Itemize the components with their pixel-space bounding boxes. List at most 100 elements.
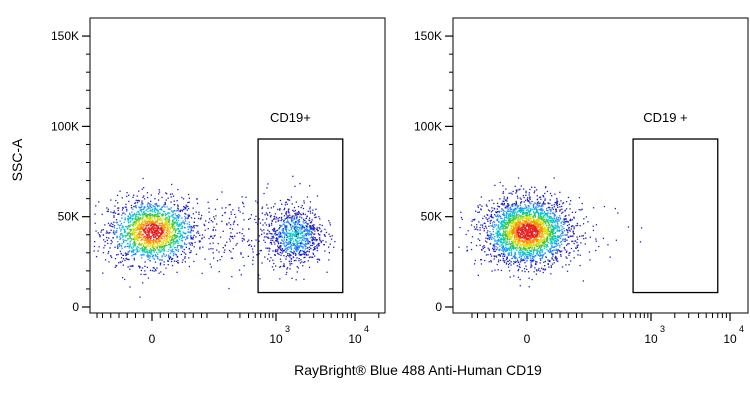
event-dot	[539, 270, 541, 272]
event-dot	[149, 219, 151, 221]
event-dot	[197, 232, 200, 234]
event-dot	[167, 238, 169, 240]
event-dot	[519, 209, 522, 211]
event-dot	[139, 267, 141, 269]
event-dot	[302, 245, 304, 248]
event-dot	[151, 208, 154, 210]
event-dot	[292, 175, 294, 177]
event-dot	[124, 217, 126, 219]
event-dot	[306, 233, 308, 235]
event-dot	[296, 218, 298, 220]
event-dot	[159, 229, 161, 231]
event-dot	[281, 239, 283, 241]
event-dot	[302, 243, 304, 245]
event-dot	[153, 238, 155, 240]
event-dot	[311, 237, 313, 239]
event-dot	[539, 202, 541, 204]
event-dot	[587, 221, 589, 223]
event-dot	[530, 237, 532, 239]
event-dot	[149, 251, 151, 253]
event-dot	[510, 208, 512, 211]
event-dot	[188, 221, 190, 223]
event-dot	[163, 226, 166, 228]
event-dot	[134, 206, 136, 208]
event-dot	[563, 240, 565, 242]
event-dot	[277, 245, 279, 247]
event-dot	[328, 259, 330, 261]
event-dot	[503, 219, 506, 221]
event-dot	[571, 225, 573, 227]
event-dot	[521, 226, 524, 229]
event-dot	[554, 232, 557, 234]
event-dot	[501, 243, 504, 245]
event-dot	[160, 220, 162, 222]
event-dot	[161, 222, 164, 225]
event-dot	[163, 245, 165, 247]
event-dot	[137, 199, 140, 202]
plot-frame	[452, 17, 749, 314]
event-dot	[541, 256, 544, 258]
event-dot	[132, 214, 134, 216]
event-dot	[511, 193, 513, 195]
event-dot	[295, 214, 297, 216]
event-dot	[270, 241, 273, 244]
event-dot	[526, 228, 528, 231]
event-dot	[133, 231, 135, 233]
event-dot	[302, 213, 304, 215]
event-dot	[328, 220, 330, 222]
event-dot	[475, 244, 478, 247]
event-dot	[162, 229, 164, 231]
event-dot	[310, 248, 312, 250]
event-dot	[573, 257, 575, 259]
event-dot	[576, 238, 579, 240]
event-dot	[321, 224, 323, 227]
event-dot	[540, 230, 542, 233]
event-dot	[474, 228, 476, 230]
event-dot	[118, 243, 121, 245]
event-dot	[304, 261, 306, 263]
event-dot	[184, 257, 186, 259]
event-dot	[204, 229, 206, 231]
event-dot	[150, 204, 152, 206]
event-dot	[508, 234, 511, 236]
event-dot	[153, 239, 155, 242]
event-dot	[527, 247, 529, 249]
event-dot	[258, 274, 260, 276]
event-dot	[139, 239, 141, 242]
event-dot	[135, 232, 137, 234]
event-dot	[287, 221, 290, 223]
event-dot	[117, 209, 119, 212]
event-dot	[180, 223, 182, 225]
event-dot	[209, 243, 211, 245]
event-dot	[533, 208, 536, 210]
event-dot	[508, 213, 511, 215]
event-dot	[173, 229, 175, 231]
event-dot	[153, 246, 155, 248]
event-dot	[135, 214, 137, 216]
event-dot	[106, 236, 108, 239]
event-dot	[125, 226, 128, 228]
event-dot	[133, 257, 135, 259]
event-dot	[169, 231, 171, 233]
event-dot	[460, 216, 463, 219]
event-dot	[508, 217, 511, 219]
event-dot	[576, 222, 578, 225]
event-dot	[560, 240, 563, 243]
event-dot	[555, 226, 557, 228]
event-dot	[133, 233, 135, 235]
event-dot	[529, 240, 531, 242]
event-dot	[164, 206, 166, 208]
event-dot	[259, 222, 262, 224]
event-dot	[521, 234, 523, 236]
event-dot	[259, 250, 261, 252]
event-dot	[151, 226, 153, 228]
event-dot	[134, 224, 136, 226]
event-dot	[155, 208, 157, 211]
event-dot	[143, 273, 145, 276]
event-dot	[190, 225, 193, 228]
event-dot	[532, 241, 534, 244]
event-dot	[234, 235, 236, 237]
event-dot	[283, 244, 285, 246]
event-dot	[300, 233, 302, 235]
event-dot	[242, 201, 244, 203]
